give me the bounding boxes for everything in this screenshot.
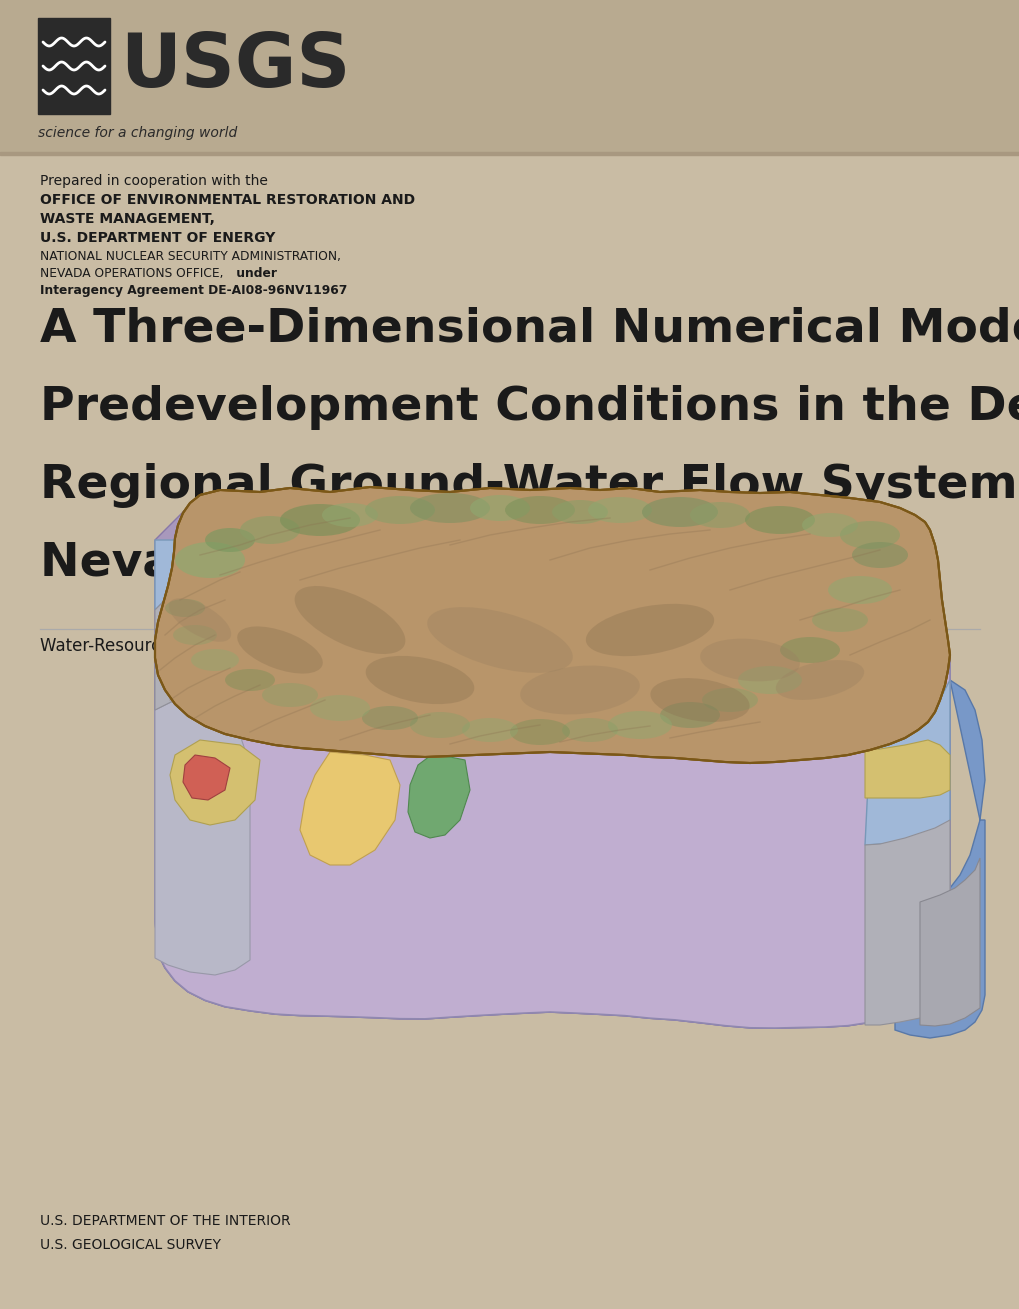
Ellipse shape xyxy=(410,712,470,738)
Polygon shape xyxy=(182,755,229,800)
Text: Water-Resources Investigations Report 02–4102: Water-Resources Investigations Report 02… xyxy=(40,637,438,654)
Ellipse shape xyxy=(427,607,573,673)
Bar xyxy=(38,18,110,114)
Ellipse shape xyxy=(294,586,405,654)
Ellipse shape xyxy=(607,711,672,740)
Text: NEVADA OPERATIONS OFFICE,: NEVADA OPERATIONS OFFICE, xyxy=(40,267,223,280)
Polygon shape xyxy=(864,740,949,798)
Ellipse shape xyxy=(520,665,639,715)
Polygon shape xyxy=(155,487,949,763)
Ellipse shape xyxy=(191,649,238,672)
Ellipse shape xyxy=(561,719,618,742)
Ellipse shape xyxy=(173,624,217,645)
Text: Predevelopment Conditions in the Death Valley: Predevelopment Conditions in the Death V… xyxy=(40,385,1019,429)
Ellipse shape xyxy=(811,607,867,632)
Text: NATIONAL NUCLEAR SECURITY ADMINISTRATION,: NATIONAL NUCLEAR SECURITY ADMINISTRATION… xyxy=(40,250,340,263)
Ellipse shape xyxy=(165,600,205,617)
Text: U.S. DEPARTMENT OF ENERGY: U.S. DEPARTMENT OF ENERGY xyxy=(40,230,275,245)
Polygon shape xyxy=(155,525,210,610)
Polygon shape xyxy=(894,679,984,1038)
Ellipse shape xyxy=(738,666,801,694)
Polygon shape xyxy=(155,640,949,1028)
Ellipse shape xyxy=(650,678,749,723)
Ellipse shape xyxy=(504,496,575,524)
Ellipse shape xyxy=(551,500,607,524)
Text: WASTE MANAGEMENT,: WASTE MANAGEMENT, xyxy=(40,212,215,226)
Polygon shape xyxy=(864,679,949,846)
Ellipse shape xyxy=(322,503,378,528)
Ellipse shape xyxy=(168,598,231,641)
Polygon shape xyxy=(155,585,229,709)
Ellipse shape xyxy=(239,516,300,545)
Ellipse shape xyxy=(587,497,651,524)
Ellipse shape xyxy=(699,639,799,682)
Ellipse shape xyxy=(462,719,518,742)
Ellipse shape xyxy=(641,497,717,528)
Text: OFFICE OF ENVIRONMENTAL RESTORATION AND: OFFICE OF ENVIRONMENTAL RESTORATION AND xyxy=(40,192,415,207)
Ellipse shape xyxy=(659,702,719,728)
Ellipse shape xyxy=(225,669,275,691)
Ellipse shape xyxy=(310,695,370,721)
Text: Nevada and California: Nevada and California xyxy=(40,541,629,586)
Ellipse shape xyxy=(262,683,318,707)
Polygon shape xyxy=(155,495,200,818)
Ellipse shape xyxy=(744,507,814,534)
Ellipse shape xyxy=(175,542,245,579)
Ellipse shape xyxy=(366,656,474,704)
Ellipse shape xyxy=(237,627,322,674)
Text: Prepared in cooperation with the: Prepared in cooperation with the xyxy=(40,174,268,188)
Ellipse shape xyxy=(585,603,713,656)
Text: Regional Ground-Water Flow System,: Regional Ground-Water Flow System, xyxy=(40,463,1019,508)
Ellipse shape xyxy=(205,528,255,552)
Ellipse shape xyxy=(780,637,840,662)
Ellipse shape xyxy=(801,513,857,537)
Polygon shape xyxy=(864,819,949,1025)
Text: under: under xyxy=(231,267,277,280)
Text: USGS: USGS xyxy=(120,30,351,102)
Ellipse shape xyxy=(851,542,907,568)
Ellipse shape xyxy=(775,660,863,700)
Text: science for a changing world: science for a changing world xyxy=(38,126,237,140)
Polygon shape xyxy=(170,740,260,825)
Ellipse shape xyxy=(280,504,360,535)
Polygon shape xyxy=(919,857,979,1026)
Ellipse shape xyxy=(827,576,892,603)
Ellipse shape xyxy=(510,719,570,745)
Polygon shape xyxy=(300,751,399,865)
Ellipse shape xyxy=(365,496,434,524)
Polygon shape xyxy=(408,757,470,838)
Ellipse shape xyxy=(701,689,757,712)
Text: Interagency Agreement DE-AI08-96NV11967: Interagency Agreement DE-AI08-96NV11967 xyxy=(40,284,347,297)
Bar xyxy=(0,152,1019,154)
Ellipse shape xyxy=(362,706,418,730)
Polygon shape xyxy=(155,695,250,975)
Ellipse shape xyxy=(470,495,530,521)
Text: U.S. DEPARTMENT OF THE INTERIOR: U.S. DEPARTMENT OF THE INTERIOR xyxy=(40,1213,290,1228)
Ellipse shape xyxy=(840,521,899,548)
Bar xyxy=(0,0,1019,152)
Polygon shape xyxy=(155,640,949,1028)
Ellipse shape xyxy=(410,493,489,524)
Text: U.S. GEOLOGICAL SURVEY: U.S. GEOLOGICAL SURVEY xyxy=(40,1238,221,1251)
Ellipse shape xyxy=(689,501,749,528)
Text: A Three-Dimensional Numerical Model of: A Three-Dimensional Numerical Model of xyxy=(40,308,1019,352)
